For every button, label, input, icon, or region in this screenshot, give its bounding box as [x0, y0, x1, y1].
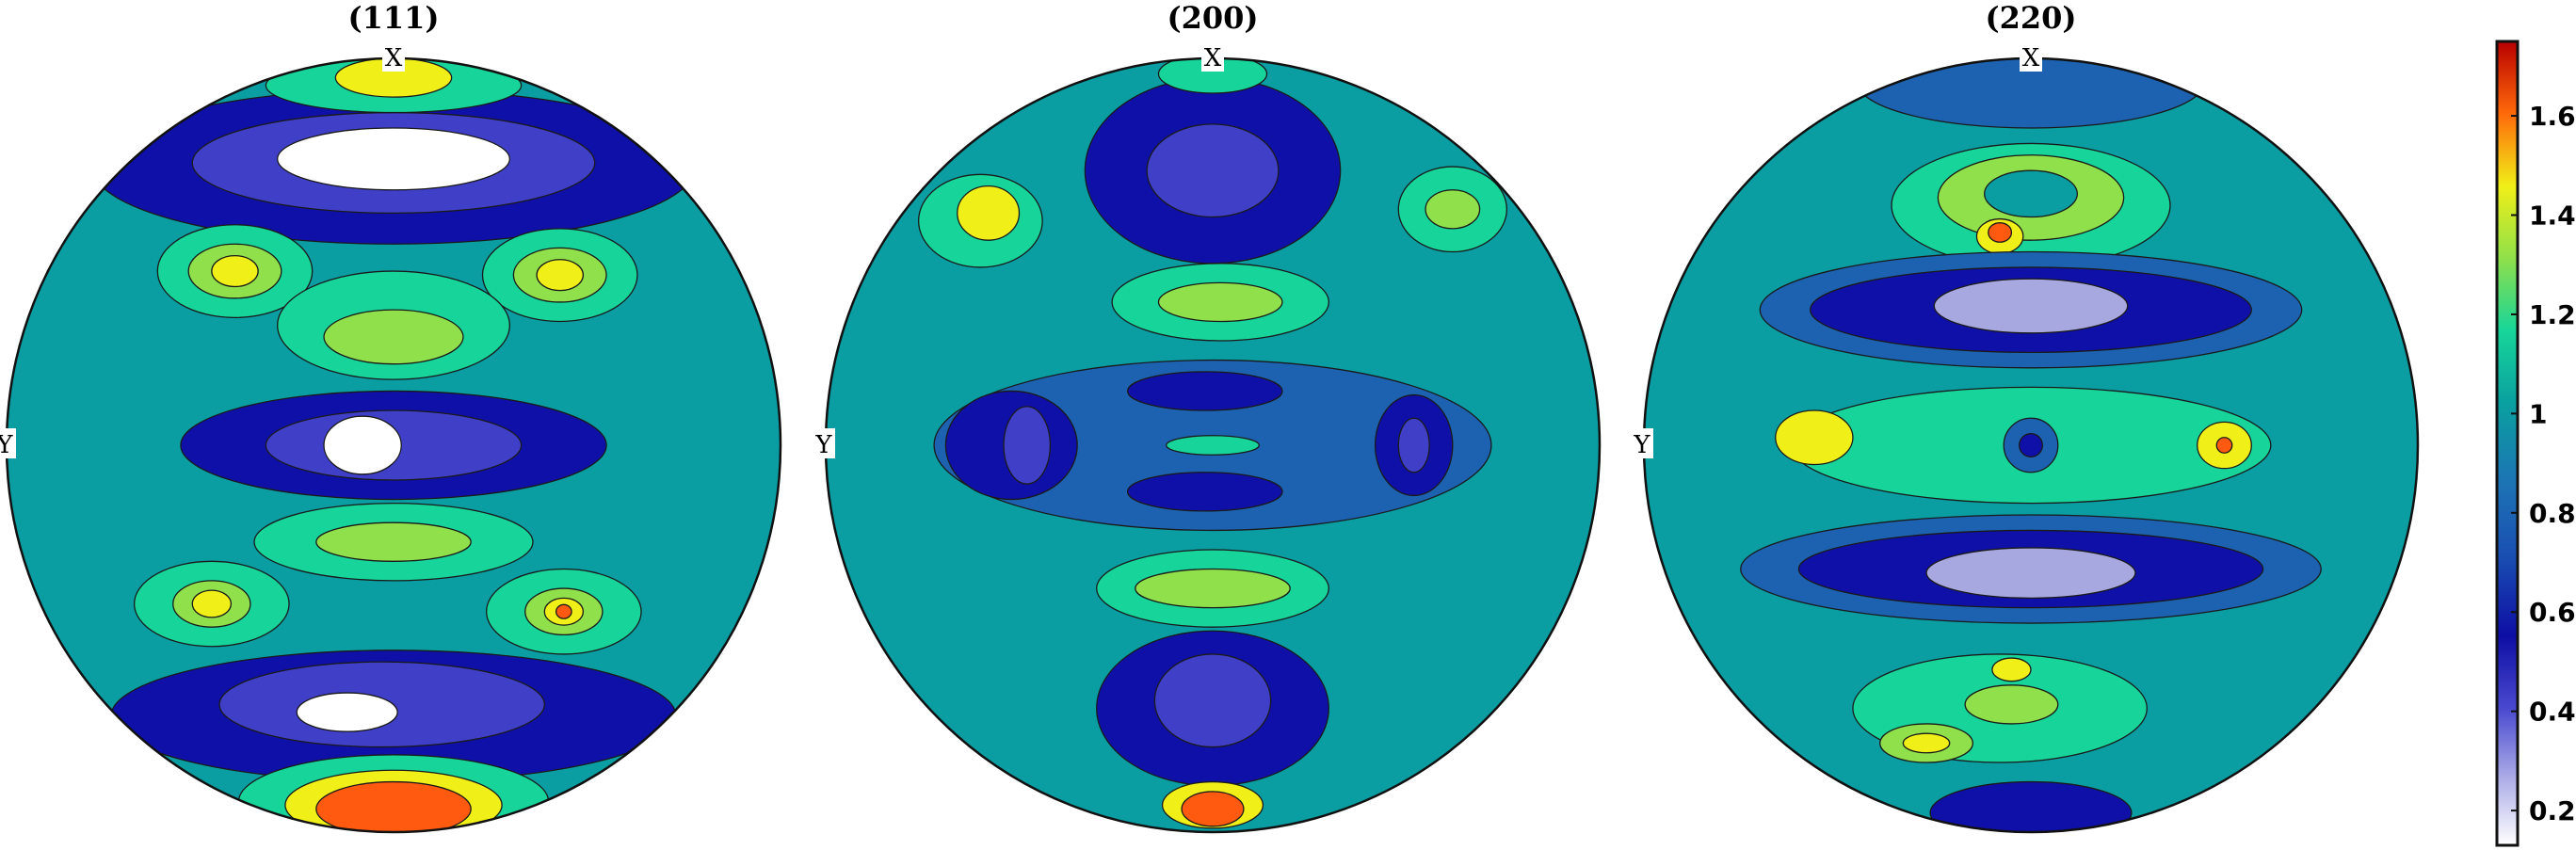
colorbar-ticks: 0.2 0.4 0.6 0.8 1 1.2 1.4 1.6	[2511, 101, 2576, 826]
plot-title-220: (220)	[1985, 0, 2076, 36]
contour-region	[1902, 732, 1951, 754]
contour-region	[1933, 278, 2129, 334]
contour-region	[315, 780, 472, 832]
x-axis-label-200: X	[1204, 44, 1222, 72]
contour-region	[323, 309, 464, 365]
contour-region	[1964, 684, 2059, 725]
contour-region	[1984, 169, 2078, 218]
pole-figure-111: (111) X Y	[0, 0, 782, 834]
x-label-box-111	[382, 43, 405, 72]
contour-region	[1988, 222, 2013, 243]
y-axis-label-200: Y	[814, 431, 832, 459]
colorbar-gradient	[2495, 40, 2520, 847]
colorbar-tick-label: 0.2	[2529, 795, 2576, 826]
plot-title-200: (200)	[1167, 0, 1258, 36]
contour-region	[1157, 281, 1283, 323]
contour-region	[1397, 417, 1430, 473]
y-label-box-200	[813, 428, 835, 458]
contour-region	[315, 521, 472, 562]
contour-region	[1181, 791, 1245, 827]
y-label-box-220	[1631, 428, 1653, 458]
colorbar-tick-label: 0.4	[2529, 697, 2576, 728]
contour-region	[555, 603, 572, 619]
y-axis-label-111: Y	[0, 431, 13, 459]
contour-region	[1775, 409, 1854, 466]
contour-region	[1425, 189, 1481, 230]
contour-region	[1135, 568, 1291, 609]
colorbar-tick-label: 1.2	[2529, 299, 2576, 330]
contour-fills-111	[7, 58, 781, 832]
contour-region	[191, 589, 233, 618]
colorbar-tick-label: 1.4	[2529, 200, 2576, 232]
contour-region	[957, 184, 1021, 241]
x-axis-label-111: X	[385, 44, 403, 72]
contour-region	[1153, 653, 1272, 748]
contour-region	[2215, 437, 2233, 454]
y-axis-label-220: Y	[1633, 431, 1650, 459]
colorbar: 0.2 0.4 0.6 0.8 1 1.2 1.4 1.6	[2495, 40, 2576, 847]
contour-region	[323, 415, 402, 475]
contour-region	[1991, 657, 2032, 682]
contour-fills-200	[826, 58, 1600, 832]
contour-region	[1157, 58, 1268, 94]
colorbar-tick-label: 0.8	[2529, 498, 2576, 529]
pole-figure-200: (200) X Y	[813, 0, 1602, 834]
x-label-box-200	[1201, 43, 1224, 72]
contour-region	[1003, 406, 1052, 485]
contour-region	[1166, 435, 1260, 456]
colorbar-tick-label: 0.6	[2529, 597, 2576, 628]
contour-region	[1126, 371, 1283, 411]
x-axis-label-220: X	[2022, 44, 2040, 72]
contour-region	[1929, 780, 2133, 832]
contour-region	[536, 259, 585, 292]
contour-region	[211, 254, 259, 288]
contour-region	[1126, 472, 1283, 512]
contour-region	[1146, 123, 1280, 218]
colorbar-tick-label: 1.6	[2529, 101, 2576, 132]
colorbar-tick-label: 1	[2529, 398, 2547, 429]
y-label-box-111	[0, 428, 16, 458]
contour-region	[277, 127, 510, 191]
plot-title-111: (111)	[347, 0, 439, 36]
contour-region	[1925, 547, 2136, 599]
contour-region	[296, 692, 398, 732]
x-label-box-220	[2020, 43, 2042, 72]
contour-region	[2019, 433, 2043, 457]
pole-figure-220: (220) X Y	[1631, 0, 2420, 834]
contour-fills-220	[1644, 58, 2418, 832]
